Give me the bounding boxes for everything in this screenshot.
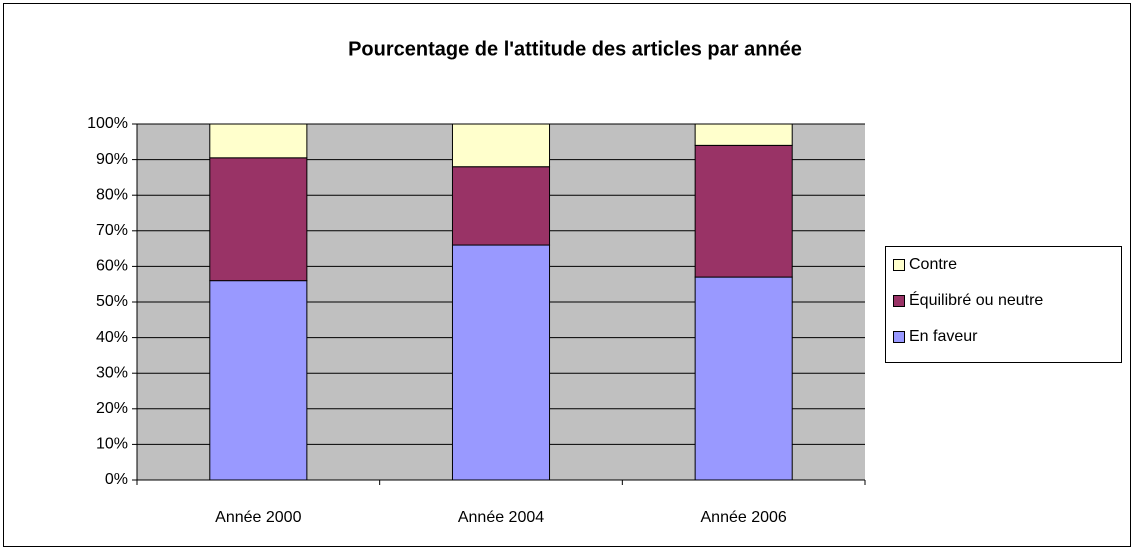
legend <box>885 246 1122 363</box>
bar-segment <box>209 280 308 481</box>
x-tick-label: Année 2004 <box>458 509 544 526</box>
bar-segment <box>451 244 551 481</box>
y-tick-label: 70% <box>96 222 128 239</box>
y-tick-label: 10% <box>96 436 128 453</box>
y-tick-label: 80% <box>96 186 128 203</box>
bar-segment <box>451 123 551 168</box>
x-tick-label: Année 2006 <box>701 509 787 526</box>
bar-segment <box>694 276 793 481</box>
legend-swatch <box>893 259 905 271</box>
legend-label: En faveur <box>909 328 978 345</box>
legend-label: Contre <box>909 256 957 273</box>
y-tick-label: 60% <box>96 258 128 275</box>
y-tick-label: 90% <box>96 151 128 168</box>
legend-label: Équilibré ou neutre <box>909 290 1043 309</box>
y-tick-label: 30% <box>96 364 128 381</box>
y-tick-label: 40% <box>96 329 128 346</box>
y-tick-label: 100% <box>87 115 128 132</box>
x-tick-label: Année 2000 <box>215 509 301 526</box>
legend-swatch <box>893 331 905 343</box>
y-tick-label: 50% <box>96 293 128 310</box>
bar-segment <box>209 123 308 159</box>
bar-segment <box>694 144 793 278</box>
y-tick-label: 20% <box>96 400 128 417</box>
bar-segment <box>209 157 308 282</box>
legend-swatch <box>893 295 905 307</box>
bar-segment <box>694 123 793 146</box>
bar-segment <box>451 166 551 246</box>
y-tick-label: 0% <box>105 471 128 488</box>
chart-title: Pourcentage de l'attitude des articles p… <box>348 38 802 60</box>
